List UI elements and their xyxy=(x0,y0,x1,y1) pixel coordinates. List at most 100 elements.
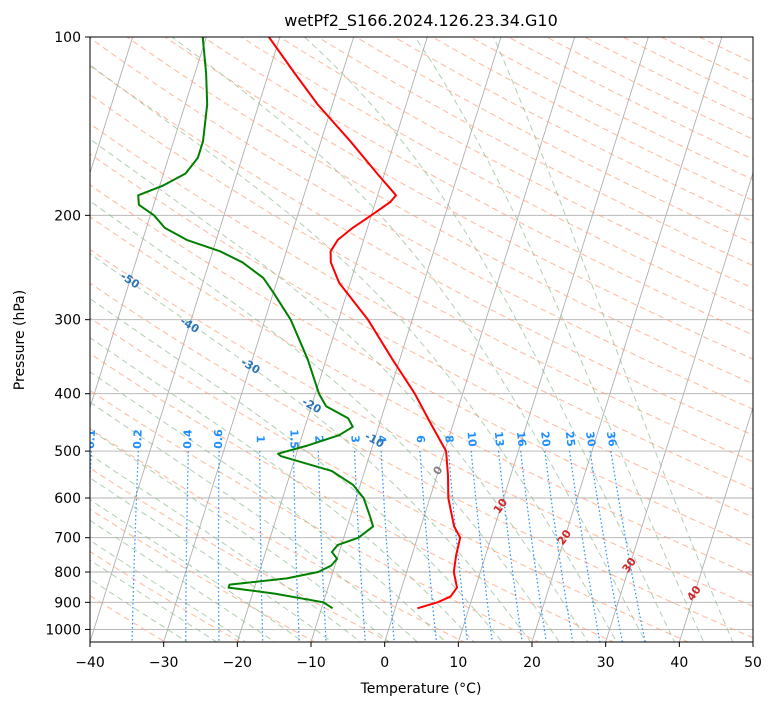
dry-adiabat-line xyxy=(90,37,753,410)
y-tick-label: 600 xyxy=(54,491,81,507)
moist-adiabat-line xyxy=(90,559,218,642)
moist-adiabat-label: 20 xyxy=(555,527,575,547)
dry-adiabat-line xyxy=(126,37,753,385)
mixing-ratio-label: 16 xyxy=(514,431,529,448)
y-tick-label: 100 xyxy=(54,30,81,46)
mixing-ratio-line xyxy=(353,451,366,642)
mixing-ratio-label: 6 xyxy=(414,435,428,444)
dry-adiabat-line xyxy=(90,282,753,639)
dry-adiabat-line xyxy=(240,37,753,312)
x-tick-label: 50 xyxy=(744,655,762,671)
moist-adiabat-line xyxy=(90,138,589,642)
mixing-ratio-label: 1 xyxy=(254,435,267,443)
y-tick-label: 400 xyxy=(54,387,81,403)
mixing-ratio-label: 30 xyxy=(583,430,598,447)
isotherm-line xyxy=(0,24,63,654)
y-tick-label: 900 xyxy=(54,595,81,611)
dry-adiabat-line xyxy=(90,317,690,642)
mixing-ratio-label: 3 xyxy=(348,435,361,443)
mixing-ratio-label: 0.6 xyxy=(212,429,225,449)
dry-adiabat-line xyxy=(90,353,615,642)
dry-adiabat-line xyxy=(90,153,753,518)
x-tick-label: 40 xyxy=(670,655,688,671)
y-tick-label: 300 xyxy=(54,313,81,329)
dry-adiabat-line xyxy=(90,216,753,577)
mixing-ratio-label: 0.1 xyxy=(84,429,98,449)
mixing-ratio-line xyxy=(470,451,493,642)
moist-adiabat-label: 0 xyxy=(430,463,445,477)
profiles xyxy=(137,37,462,610)
moist-adiabat-line xyxy=(414,37,705,642)
mixing-ratio-label: 10 xyxy=(465,431,479,448)
moist-adiabat-line xyxy=(90,477,333,642)
dry-adiabat-line xyxy=(202,37,753,336)
dry-adiabat-label: -20 xyxy=(300,395,324,416)
x-tick-label: 0 xyxy=(380,655,389,671)
moist-adiabat-line xyxy=(90,498,305,642)
mixing-ratio-label: 0.2 xyxy=(131,429,145,449)
y-axis-ticks: 100 200 300 400 500 600 700 800 900 1000 xyxy=(45,30,90,638)
dry-adiabat-line xyxy=(393,37,753,223)
y-axis-label: Pressure (hPa) xyxy=(12,290,28,390)
isotherm-line xyxy=(384,37,576,642)
isotherm-line xyxy=(531,37,723,642)
moist-adiabat-line xyxy=(171,37,647,642)
dry-adiabat-line xyxy=(431,37,753,202)
x-tick-label: 10 xyxy=(449,655,467,671)
dry-adiabat-line xyxy=(90,123,753,490)
mixing-ratio-line xyxy=(259,451,264,642)
y-tick-label: 1000 xyxy=(45,622,81,638)
moist-adiabat-line xyxy=(303,37,676,642)
x-axis-ticks: −40 −30 −20 −10 0 10 20 30 40 50 xyxy=(75,642,762,671)
dewpoint-profile-line xyxy=(137,37,375,610)
mixing-ratio-line xyxy=(317,451,327,642)
dry-adiabat-line xyxy=(90,248,753,607)
dry-adiabat-line xyxy=(164,37,753,360)
moist-adiabat-line xyxy=(90,454,362,642)
plot-frame xyxy=(89,36,754,643)
isotherm-line xyxy=(457,37,649,642)
x-tick-label: −20 xyxy=(223,655,253,671)
isotherm-line xyxy=(605,171,753,642)
chart-title: wetPf2_S166.2024.126.23.34.G10 xyxy=(284,11,558,31)
y-tick-label: 200 xyxy=(54,208,81,224)
mixing-ratio-line xyxy=(520,451,547,642)
mixing-ratio-line xyxy=(589,451,623,642)
mixing-ratio-label: 0.4 xyxy=(181,429,194,449)
x-tick-label: −40 xyxy=(75,655,105,671)
moist-adiabat-line xyxy=(90,337,475,642)
moist-adiabat-line xyxy=(90,401,419,642)
isotherm-line xyxy=(678,406,753,642)
x-tick-label: −30 xyxy=(149,655,179,671)
moist-adiabat-line xyxy=(90,578,189,642)
moist-adiabat-line xyxy=(90,200,560,642)
mixing-ratio-label: 1.5 xyxy=(287,429,300,449)
dry-adiabat-line xyxy=(90,65,753,436)
moist-adiabat-line xyxy=(90,519,276,642)
y-tick-label: 700 xyxy=(54,531,81,547)
dry-adiabat-label: -30 xyxy=(239,355,263,377)
moist-adiabat-line xyxy=(90,539,247,642)
dry-adiabat-line xyxy=(90,550,241,642)
x-axis-label: Temperature (°C) xyxy=(360,681,482,697)
dry-adiabat-line xyxy=(90,184,753,547)
mixing-ratio-line xyxy=(292,451,300,642)
y-tick-label: 500 xyxy=(54,444,81,460)
dry-adiabat-line xyxy=(90,428,466,642)
moist-adiabat-line xyxy=(90,371,447,642)
isotherm-line xyxy=(90,37,207,410)
mixing-ratio-line xyxy=(185,451,189,642)
x-tick-label: 20 xyxy=(523,655,541,671)
isotherm-line xyxy=(90,37,281,642)
moist-adiabat-label: 40 xyxy=(684,583,704,603)
moist-adiabat-line xyxy=(90,298,503,642)
mixing-ratio-label: 4 xyxy=(375,435,388,444)
dry-adiabat-label: -10 xyxy=(363,430,387,451)
x-tick-label: −10 xyxy=(296,655,326,671)
mixing-ratio-label: 36 xyxy=(604,430,619,448)
x-tick-label: 30 xyxy=(597,655,615,671)
background-lines xyxy=(0,24,753,654)
dry-adiabat-line xyxy=(354,37,753,245)
dry-adiabat-label: -70 xyxy=(0,177,24,199)
